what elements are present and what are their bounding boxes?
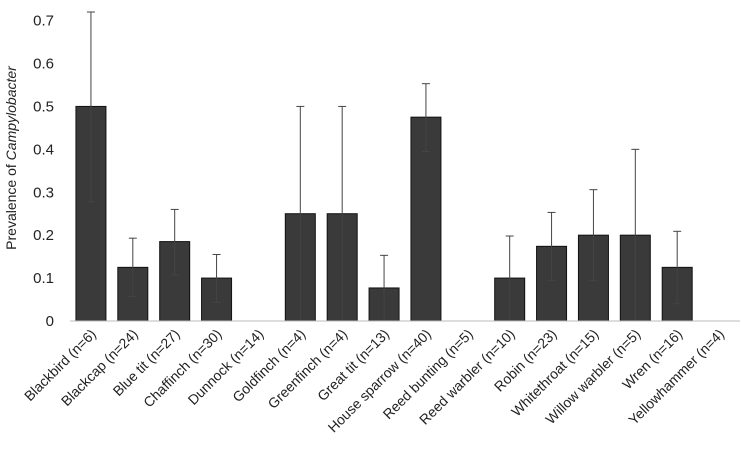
y-tick-label: 0 xyxy=(46,313,54,330)
y-axis-title-prefix: Prevalence of xyxy=(3,160,19,250)
y-tick-label: 0.5 xyxy=(33,98,54,115)
x-labels: Blackbird (n=6)Blackcap (n=24)Blue tit (… xyxy=(21,326,727,436)
y-tick-label: 0.2 xyxy=(33,227,54,244)
x-tick-label: Blackcap (n=24) xyxy=(58,326,141,409)
y-tick-label: 0.4 xyxy=(33,141,54,158)
y-axis-title-group: Prevalence of Campylobacter xyxy=(3,65,19,250)
x-tick-label: Goldfinch (n=4) xyxy=(229,326,308,405)
y-tick-label: 0.3 xyxy=(33,184,54,201)
y-tick-label: 0.7 xyxy=(33,13,54,30)
y-tick-label: 0.6 xyxy=(33,56,54,73)
y-axis-title: Prevalence of Campylobacter xyxy=(3,65,19,250)
x-tick-label: Dunnock (n=14) xyxy=(185,326,267,408)
y-tick-label: 0.1 xyxy=(33,270,54,287)
y-axis-title-italic: Campylobacter xyxy=(3,65,19,160)
y-ticks: 0 0.1 0.2 0.3 0.4 0.5 0.6 0.7 xyxy=(33,13,54,330)
x-tick-label: Blackbird (n=6) xyxy=(21,326,99,404)
x-tick-label: Great tit (n=13) xyxy=(314,326,392,404)
error-bars xyxy=(86,11,682,321)
